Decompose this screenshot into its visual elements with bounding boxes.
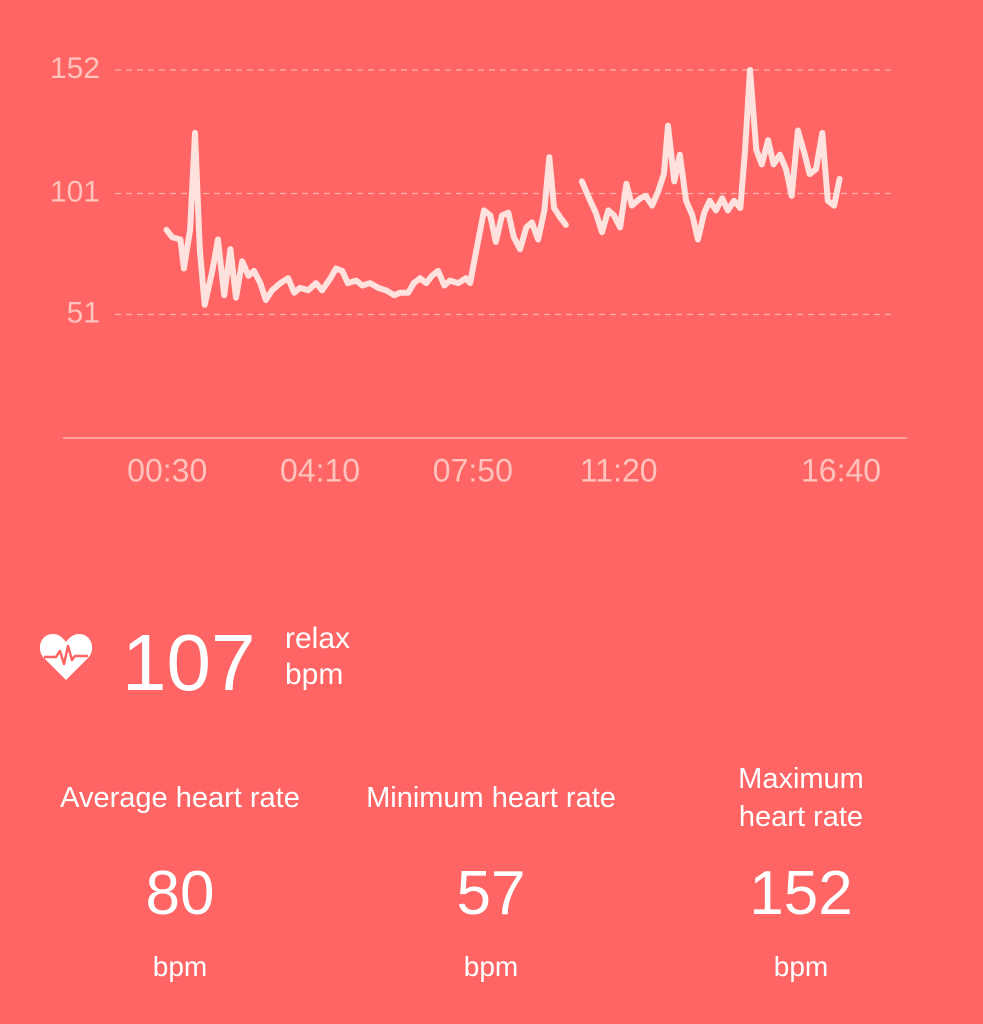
x-tick-label: 04:10 — [280, 452, 360, 488]
stat-unit: bpm — [152, 951, 208, 982]
y-tick-label: 101 — [50, 175, 100, 208]
stat-value: 152 — [749, 859, 853, 928]
stat-label: Minimum heart rate — [366, 782, 616, 814]
x-tick-label: 07:50 — [433, 452, 513, 488]
stat-value: 57 — [456, 859, 526, 928]
x-tick-label: 11:20 — [580, 452, 658, 488]
status: relax — [285, 622, 351, 655]
unit: bpm — [285, 658, 344, 691]
stat-label: Average heart rate — [60, 782, 300, 814]
y-tick-label: 51 — [67, 296, 100, 329]
heart-rate-line — [163, 67, 843, 308]
x-tick-label: 00:30 — [127, 452, 207, 488]
stat-unit: bpm — [463, 951, 519, 982]
x-tick-label: 16:40 — [801, 452, 881, 488]
stat-unit: bpm — [773, 951, 829, 982]
stat-label: Maximum heart rate — [738, 763, 864, 833]
heart-icon — [39, 634, 93, 680]
y-tick-label: 152 — [50, 52, 100, 85]
chart: 51 101 152 00:30 04:10 07:50 11:20 16:40 — [50, 52, 907, 488]
stat-value: 80 — [145, 859, 215, 928]
current-heart-rate: 107 — [122, 618, 256, 707]
